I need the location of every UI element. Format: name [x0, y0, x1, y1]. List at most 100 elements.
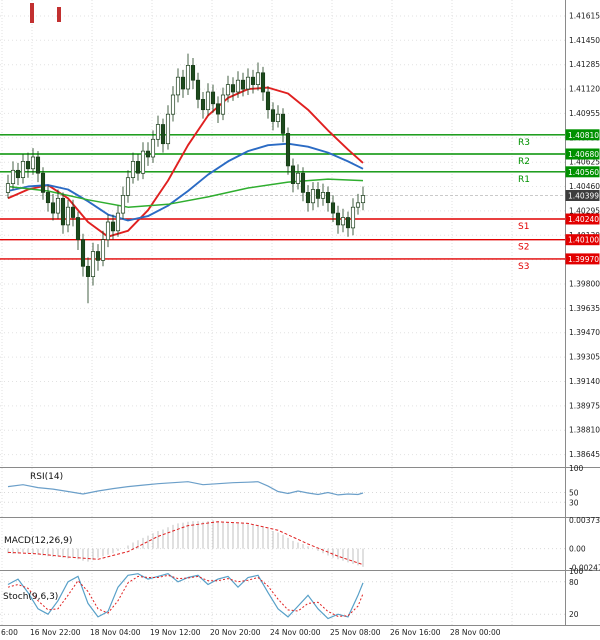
candle [175, 68, 181, 103]
candle [205, 83, 211, 116]
candle [80, 233, 86, 277]
candle [350, 198, 356, 236]
level-label-S1: S1 [518, 222, 529, 232]
ma-fast-line [7, 86, 364, 238]
candle [325, 186, 331, 212]
candle [330, 195, 336, 222]
rsi-line [7, 481, 364, 496]
candle [150, 130, 156, 163]
rsi-indicator-label: RSI(14) [30, 472, 64, 482]
candle [15, 162, 21, 186]
price-badge-1.40399 [565, 190, 600, 201]
candle [45, 185, 51, 212]
price-tick-label: 1.40295 [569, 206, 600, 215]
stoch-tick-label: 80 [569, 578, 579, 587]
price-badge-text: 1.40810 [568, 131, 599, 140]
stoch-indicator-label: Stoch(9,6,3) [3, 592, 59, 602]
price-tick-label: 1.39305 [569, 353, 600, 362]
macd-indicator-label: MACD(12,26,9) [4, 536, 73, 546]
price-badge-text: 1.39970 [568, 255, 599, 264]
level-label-S2: S2 [518, 243, 529, 253]
time-axis-label: 28 Nov 00:00 [450, 628, 501, 637]
price-tick-label: 1.41120 [569, 85, 600, 94]
candle [260, 66, 266, 101]
candle [145, 142, 151, 166]
candle [155, 115, 161, 147]
time-axis-label: 24 Nov 00:00 [270, 628, 321, 637]
candle [275, 105, 281, 128]
candle [65, 199, 71, 233]
candles [5, 53, 366, 304]
candle [60, 192, 66, 234]
candle [10, 161, 16, 190]
candle [25, 152, 31, 178]
macd-tick-label: 0.00373 [569, 516, 600, 525]
candle [295, 164, 301, 190]
candle [360, 186, 366, 211]
level-label-S3: S3 [518, 262, 529, 272]
candle [50, 193, 56, 221]
candle [90, 242, 96, 286]
stoch-d-line [7, 574, 364, 617]
price-tick-label: 1.38975 [569, 401, 600, 410]
candle [315, 182, 321, 208]
price-badge-text: 1.40560 [568, 168, 599, 177]
price-tick-label: 1.38645 [569, 450, 600, 459]
price-badge-text: 1.40399 [568, 192, 599, 201]
candle [210, 84, 216, 113]
candle [245, 68, 251, 95]
macd-signal-line [7, 521, 364, 566]
time-axis-label: 18 Nov 04:00 [90, 628, 141, 637]
candle [55, 189, 61, 219]
price-badge-1.40240 [565, 213, 600, 225]
candle [340, 208, 346, 233]
price-tick-label: 1.38810 [569, 426, 600, 435]
main-price-panel[interactable]: R3 R2 R1 S1 S2 S3 [0, 3, 565, 272]
macd-panel [0, 520, 565, 567]
candle [125, 170, 131, 203]
candle [140, 142, 146, 180]
time-axis[interactable]: 6:00 16 Nov 22:00 18 Nov 04:00 19 Nov 12:00… [1, 628, 501, 637]
price-badge-text: 1.40100 [568, 236, 599, 245]
candle [190, 58, 196, 90]
time-axis-label: 6:00 [1, 628, 18, 637]
chart-artifact-mark [57, 7, 61, 22]
candle [345, 211, 351, 237]
macd-tick-label: -0.00247 [569, 564, 600, 573]
macd-tick-label: 0.00 [569, 545, 586, 554]
price-badge-text: 1.40240 [568, 215, 599, 224]
candle [110, 214, 116, 240]
price-tick-label: 1.40955 [569, 109, 600, 118]
candle [40, 167, 46, 200]
candle [35, 151, 41, 183]
time-axis-label: 26 Nov 16:00 [390, 628, 441, 637]
stoch-tick-label: 100 [569, 567, 584, 576]
candle [300, 167, 306, 202]
price-tick-label: 1.39140 [569, 377, 600, 386]
candle [70, 199, 76, 227]
candle [195, 72, 201, 109]
candle [135, 154, 141, 181]
candle [160, 118, 166, 153]
time-axis-label: 20 Nov 20:00 [210, 628, 261, 637]
candle [220, 87, 226, 121]
candle [185, 53, 191, 95]
candle [235, 71, 241, 98]
candle [170, 86, 176, 122]
price-axis[interactable]: 1.416151.414501.412851.411201.409551.407… [565, 12, 600, 620]
rsi-panel [0, 481, 565, 503]
level-label-R3: R3 [518, 138, 530, 148]
candle [335, 205, 341, 234]
candle [265, 86, 271, 119]
candle [120, 186, 126, 219]
candle [280, 108, 286, 143]
candle [100, 230, 106, 267]
candle [215, 96, 221, 123]
candle [75, 211, 81, 250]
candle [165, 105, 171, 150]
price-badge-1.40680 [565, 148, 600, 160]
rsi-tick-label: 30 [569, 498, 579, 507]
ma-mid-line [7, 142, 364, 222]
